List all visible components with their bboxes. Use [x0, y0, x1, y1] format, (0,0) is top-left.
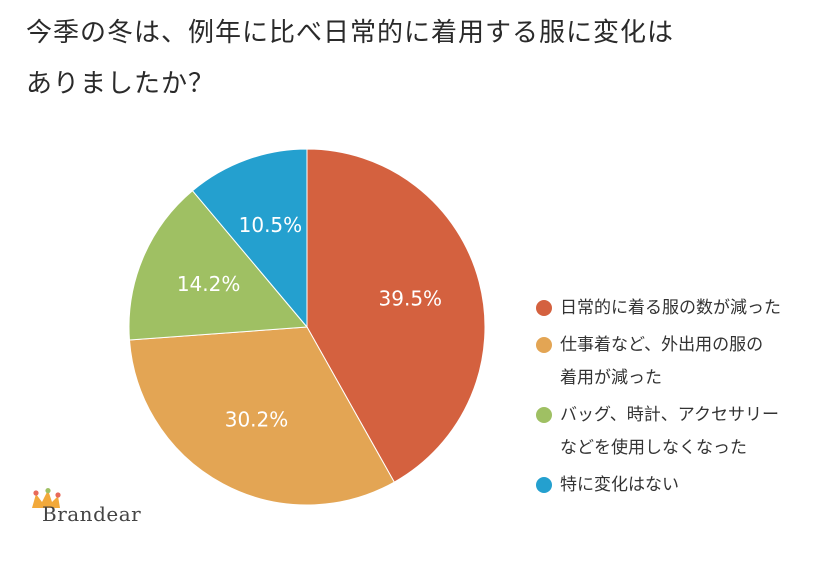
crown-icon [32, 488, 61, 508]
pie-slices [128, 148, 486, 506]
legend-label: 仕事着など、外出用の服の [560, 335, 764, 355]
legend-swatch-icon [536, 337, 552, 353]
brand-logo-text: Brandear [42, 502, 142, 526]
chart-title: 今季の冬は、例年に比べ日常的に着用する服に変化は ありましたか？ [26, 8, 786, 110]
pie-slice [306, 148, 486, 483]
legend-item: 特に変化はない [536, 469, 826, 502]
pie-slice-label: 30.2% [225, 408, 289, 432]
chart-title-line-1: 今季の冬は、例年に比べ日常的に着用する服に変化は [26, 18, 675, 48]
pie-slice [191, 148, 308, 329]
pie-slice-label: 10.5% [239, 213, 303, 237]
pie-slice [128, 190, 309, 341]
legend-label: バッグ、時計、アクセサリー [560, 405, 779, 425]
legend-item: 日常的に着る服の数が減った [536, 292, 826, 325]
pie-slice-label: 14.2% [177, 272, 241, 296]
pie-slice-label: 39.5% [379, 286, 443, 310]
chart-legend: 日常的に着る服の数が減った 仕事着など、外出用の服の 着用が減った バッグ、時計… [536, 292, 826, 506]
pie-slice [128, 326, 395, 506]
legend-item: バッグ、時計、アクセサリー などを使用しなくなった [536, 399, 826, 465]
legend-swatch-icon [536, 407, 552, 423]
legend-swatch-icon [536, 300, 552, 316]
legend-label: 特に変化はない [560, 475, 679, 495]
chart-title-line-2: ありましたか？ [26, 69, 216, 99]
pie-labels: 39.5% 30.2% 14.2% 10.5% [177, 213, 442, 431]
legend-item: 仕事着など、外出用の服の 着用が減った [536, 329, 826, 395]
legend-label-continued: 着用が減った [560, 368, 662, 388]
legend-label-continued: などを使用しなくなった [560, 438, 747, 458]
legend-label: 日常的に着る服の数が減った [560, 298, 781, 318]
legend-swatch-icon [536, 477, 552, 493]
brand-logo: Brandear [30, 488, 170, 538]
